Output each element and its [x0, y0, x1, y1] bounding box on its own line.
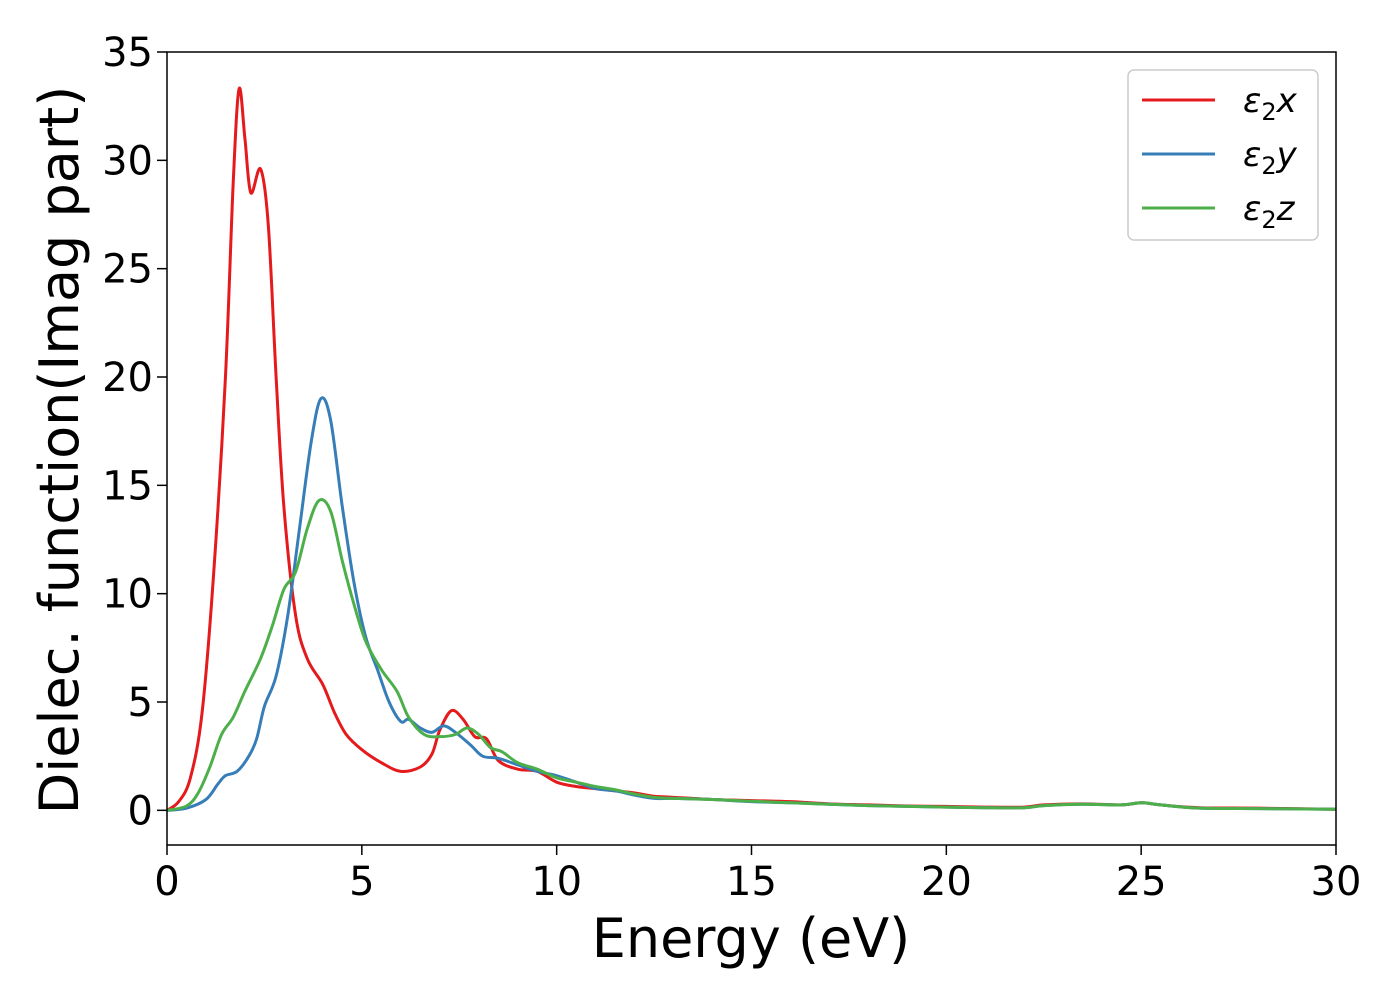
y-tick-label: 15	[102, 463, 153, 509]
legend: ε2x ε2y ε2z	[1127, 69, 1319, 241]
series-line-z	[167, 498, 1336, 812]
x-tick-label: 25	[1116, 859, 1167, 905]
y-axis-label: Dielec. function(Imag part)	[28, 86, 91, 815]
x-tick-label: 0	[154, 859, 179, 905]
legend-label-z: ε2z	[1243, 189, 1296, 234]
x-tick-label: 10	[531, 859, 582, 905]
legend-box	[1127, 69, 1319, 241]
series-layer	[167, 86, 1336, 812]
y-tick-label: 10	[102, 572, 153, 618]
x-tick-label: 30	[1311, 859, 1362, 905]
x-tick-label: 5	[349, 859, 374, 905]
y-tick-label: 30	[102, 138, 153, 184]
y-tick-label: 0	[128, 788, 153, 834]
x-axis-label: Energy (eV)	[592, 907, 911, 970]
y-tick-label: 35	[102, 30, 153, 76]
x-axis-ticks: 0 5 10 15 20 25 30	[154, 845, 1361, 905]
x-tick-label: 20	[921, 859, 972, 905]
legend-label-y: ε2y	[1243, 135, 1298, 180]
y-axis-ticks: 0 5 10 15 20 25 30 35	[102, 30, 167, 834]
y-tick-label: 25	[102, 247, 153, 293]
legend-label-x: ε2x	[1243, 81, 1298, 126]
x-tick-label: 15	[726, 859, 777, 905]
y-tick-label: 5	[128, 680, 153, 726]
y-tick-label: 20	[102, 355, 153, 401]
